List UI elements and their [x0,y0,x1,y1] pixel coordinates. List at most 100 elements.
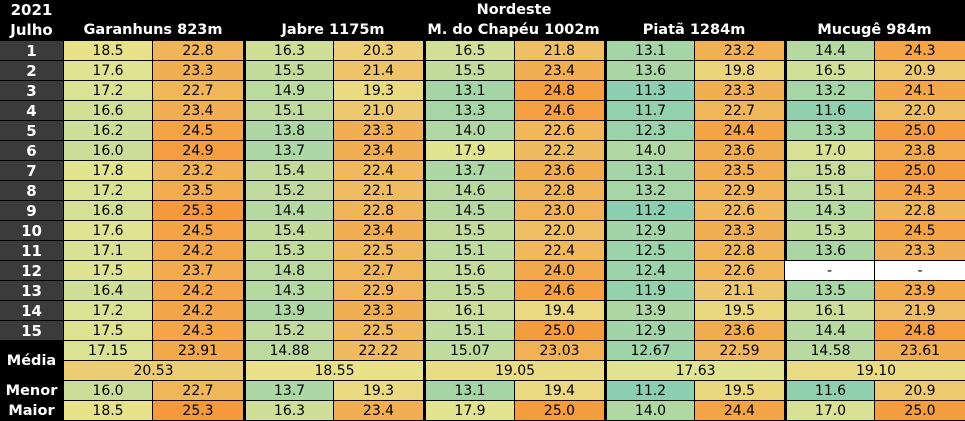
value-cell: 19.3 [333,380,423,400]
value-cell: 11.6 [784,100,874,120]
value-cell: 15.1 [784,180,874,200]
table-row: 9 16.8 25.3 14.4 22.8 14.5 23.0 11.2 22.6 14.3 22.… [0,200,965,220]
value-cell: 23.6 [514,160,604,180]
table-row: 4 16.6 23.4 15.1 21.0 13.3 24.6 11.7 22.7 11.6 22.… [0,100,965,120]
value-cell: 23.4 [333,400,423,420]
table-row: 12 17.5 23.7 14.8 22.7 15.6 24.0 12.4 22.6- - [0,260,965,280]
value-cell: 19.4 [514,300,604,320]
value-cell: 16.1 [423,300,514,320]
value-cell: 22.6 [694,260,784,280]
value-cell: 22.8 [152,40,243,60]
station-header: Mucugê 984m [784,20,965,40]
value-cell: 24.0 [514,260,604,280]
value-cell: 24.5 [152,220,243,240]
value-cell: 24.8 [874,320,965,340]
value-cell: 25.3 [152,200,243,220]
value-cell: 13.8 [243,120,333,140]
value-cell: 14.0 [423,120,514,140]
value-cell: 19.8 [694,60,784,80]
value-cell: 23.2 [694,40,784,60]
value-cell: 15.1 [243,100,333,120]
value-cell: 13.7 [423,160,514,180]
value-cell: 25.0 [514,320,604,340]
value-cell: 15.1 [423,240,514,260]
value-cell: 15.2 [243,320,333,340]
value-cell: 25.3 [152,400,243,420]
value-cell: 16.5 [423,40,514,60]
overall-average-cell: 19.05 [423,360,604,380]
value-cell: 24.3 [152,320,243,340]
value-cell: 23.03 [514,340,604,360]
average-label: Média [0,340,63,380]
value-cell: 14.4 [243,200,333,220]
overall-average-cell: 19.10 [784,360,965,380]
value-cell: 13.1 [604,160,694,180]
value-cell: 13.9 [243,300,333,320]
value-cell: 20.3 [333,40,423,60]
value-cell: 22.7 [152,80,243,100]
value-cell: 15.2 [243,180,333,200]
highest-label: Maior [0,400,63,420]
value-cell: 17.9 [423,400,514,420]
value-cell: 14.5 [423,200,514,220]
table-row: 6 16.0 24.9 13.7 23.4 17.9 22.2 14.0 23.6 17.0 23.… [0,140,965,160]
day-label: 3 [0,80,63,100]
overall-average-cell: 20.53 [63,360,243,380]
value-cell: 23.3 [694,220,784,240]
highest-row: Maior 18.5 25.3 16.3 23.4 17.9 25.0 14.0 24.4 17.… [0,400,965,420]
value-cell: 17.5 [63,320,152,340]
value-cell: 23.4 [152,100,243,120]
value-cell: 13.2 [784,80,874,100]
value-cell: 17.0 [784,140,874,160]
value-cell: 21.1 [694,280,784,300]
value-cell: 25.0 [874,160,965,180]
value-cell: 17.2 [63,180,152,200]
value-cell: 23.3 [333,300,423,320]
average-row: Média 17.15 23.91 14.88 22.22 15.07 23.03 12.67… [0,340,965,380]
value-cell: 24.6 [514,100,604,120]
table-body: 1 18.5 22.8 16.3 20.3 16.5 21.8 13.1 23.2 14.4 24.… [0,40,965,420]
value-cell: 24.3 [874,40,965,60]
day-label: 2 [0,60,63,80]
value-cell: 24.6 [514,280,604,300]
value-cell: 17.6 [63,60,152,80]
value-cell: 22.8 [874,200,965,220]
value-cell: 22.5 [333,240,423,260]
value-cell: 17.2 [63,300,152,320]
value-cell: 15.5 [423,280,514,300]
value-cell: 24.9 [152,140,243,160]
value-cell: 13.6 [784,240,874,260]
value-cell: 15.4 [243,220,333,240]
value-cell: 22.7 [333,260,423,280]
value-cell: 23.4 [333,220,423,240]
value-cell: 23.5 [694,160,784,180]
value-cell: 19.3 [333,80,423,100]
value-cell: 11.2 [604,380,694,400]
value-cell: 13.2 [604,180,694,200]
value-cell: 17.8 [63,160,152,180]
table-row: 14 17.2 24.2 13.9 23.3 16.1 19.4 13.9 19.5 16.1 21… [0,300,965,320]
value-cell: 23.0 [514,200,604,220]
value-cell: 18.5 [63,40,152,60]
value-cell: 11.3 [604,80,694,100]
table-row: 2 17.6 23.3 15.5 21.4 15.5 23.4 13.6 19.8 16.5 20.… [0,60,965,80]
overall-average-cell: 18.55 [243,360,423,380]
value-cell: 12.4 [604,260,694,280]
value-cell: 16.5 [784,60,874,80]
overall-average-row: 20.53 18.55 19.05 17.63 19.10 [0,360,965,380]
day-label: 5 [0,120,63,140]
value-cell: 14.58 [784,340,874,360]
value-cell: 16.0 [63,380,152,400]
value-cell: 22.9 [694,180,784,200]
value-cell: 19.4 [514,380,604,400]
value-cell: 23.3 [874,240,965,260]
value-cell: 15.6 [423,260,514,280]
value-cell: 24.2 [152,240,243,260]
value-cell: 22.4 [333,160,423,180]
value-cell: 24.4 [694,120,784,140]
value-cell: 17.5 [63,260,152,280]
value-cell: 21.8 [514,40,604,60]
station-header: Garanhuns 823m [63,20,243,40]
table-row: 8 17.2 23.5 15.2 22.1 14.6 22.8 13.2 22.9 15.1 24.… [0,180,965,200]
